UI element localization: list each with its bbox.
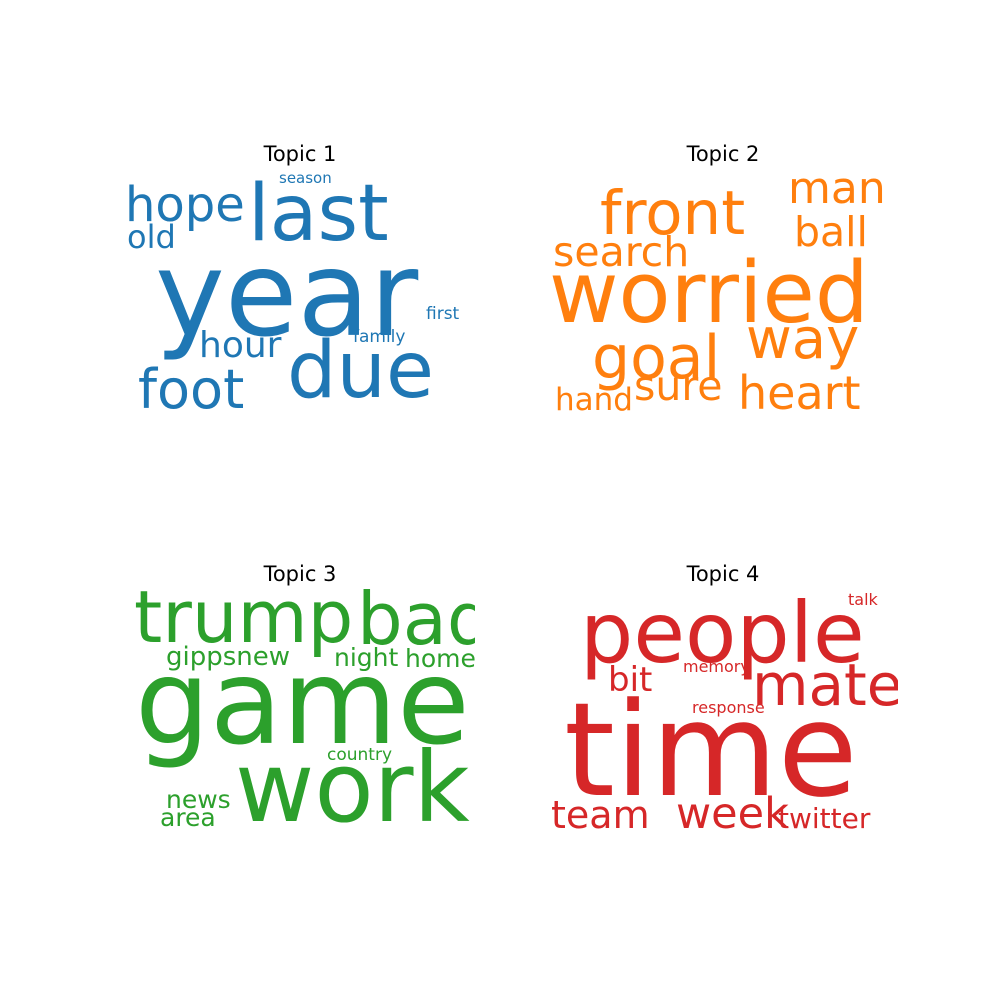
topic-4-word-twitter: twitter bbox=[778, 802, 871, 835]
topic-3-word-area: area bbox=[160, 803, 216, 832]
topic-1-word-foot: foot bbox=[138, 358, 244, 420]
topic-4-word-people: people bbox=[580, 584, 865, 682]
topic-1-panel: Topic 1 year last due foot hope hour old first f… bbox=[125, 140, 475, 420]
topic-3-panel: Topic 3 game work trump bad gippsnew night hom… bbox=[125, 560, 475, 840]
topic-1-word-old: old bbox=[127, 218, 176, 256]
topic-4-word-week: week bbox=[676, 789, 789, 839]
topic-4-word-bit: bit bbox=[608, 660, 652, 700]
topic-1-word-hour: hour bbox=[199, 325, 282, 366]
topic-4-panel: Topic 4 time people mate week team bit twitter… bbox=[548, 560, 898, 840]
topic-2-word-ball: ball bbox=[794, 208, 868, 256]
topic-2-word-worried: worried bbox=[549, 244, 869, 343]
topic-4-word-talk: talk bbox=[848, 590, 879, 609]
topic-2-title: Topic 2 bbox=[686, 142, 760, 166]
topic-1-word-year: year bbox=[155, 225, 419, 363]
topic-3-word-news: news bbox=[166, 785, 231, 814]
topic-3-word-home: home bbox=[405, 644, 475, 673]
topic-2-word-search: search bbox=[553, 228, 689, 276]
topic-1-word-season: season bbox=[279, 169, 332, 187]
topic-3-word-night: night bbox=[334, 643, 399, 672]
topic-4-word-memory: memory bbox=[683, 657, 750, 676]
topic-1-word-due: due bbox=[287, 326, 434, 416]
topic-2-word-sure: sure bbox=[634, 362, 723, 410]
topic-2-panel: Topic 2 worried front goal way heart man searc… bbox=[548, 140, 898, 420]
topic-1-word-hope: hope bbox=[125, 177, 245, 233]
topic-1-word-family: family bbox=[353, 327, 405, 347]
topic-3-title: Topic 3 bbox=[263, 562, 337, 586]
topic-1-word-last: last bbox=[248, 169, 389, 259]
topic-4-word-mate: mate bbox=[752, 651, 898, 719]
topic-1-title: Topic 1 bbox=[263, 142, 337, 166]
topic-4-word-response: response bbox=[692, 698, 765, 717]
topic-4-title: Topic 4 bbox=[686, 562, 760, 586]
topic-4-word-team: team bbox=[551, 793, 650, 837]
topic-3-word-country: country bbox=[327, 745, 392, 765]
topic-3-word-game: game bbox=[135, 633, 470, 771]
topic-2-word-heart: heart bbox=[738, 366, 861, 420]
topic-3-word-gippsnew: gippsnew bbox=[166, 642, 290, 672]
topic-2-word-hand: hand bbox=[555, 382, 633, 418]
topic-3-word-work: work bbox=[235, 731, 470, 840]
topic-2-word-goal: goal bbox=[592, 323, 720, 393]
topic-4-word-time: time bbox=[564, 674, 858, 826]
topic-3-word-bad: bad bbox=[357, 577, 475, 661]
topic-3-word-trump: trump bbox=[134, 575, 353, 659]
topic-2-word-way: way bbox=[746, 307, 859, 372]
topic-1-word-first: first bbox=[426, 304, 460, 324]
topic-2-word-front: front bbox=[600, 178, 745, 249]
topic-2-word-man: man bbox=[788, 163, 886, 214]
